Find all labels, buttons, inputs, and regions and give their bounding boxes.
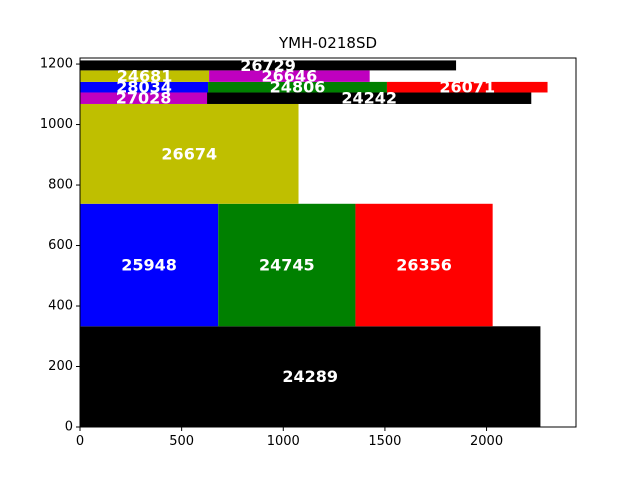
rectangle-27028 (80, 92, 208, 104)
y-tick-label: 800 (48, 178, 73, 193)
rectangle-25948 (80, 203, 219, 327)
rectangle-label-24681: 24681 (117, 67, 173, 86)
rectangle-24681 (80, 70, 210, 82)
x-tick-label: 1000 (267, 434, 300, 449)
plot-frame (79, 57, 577, 428)
rectangle-26674 (80, 103, 299, 204)
y-tick-label: 600 (48, 238, 73, 253)
rectangle-26729 (80, 60, 457, 71)
rectangle-label-24242: 24242 (341, 89, 397, 108)
x-tick-label: 0 (76, 434, 84, 449)
y-tick-label: 200 (48, 359, 73, 374)
rectangle-28034 (80, 81, 209, 93)
x-tick-label: 1500 (368, 434, 401, 449)
rectangle-label-24289: 24289 (282, 367, 338, 386)
rectangle-26071 (386, 81, 548, 93)
rectangle-label-28034: 28034 (116, 78, 172, 97)
rectangle-label-26071: 26071 (439, 78, 495, 97)
x-tick-label: 500 (169, 434, 194, 449)
rectangle-label-26646: 26646 (262, 67, 318, 86)
x-tick-label: 2000 (470, 434, 503, 449)
rectangle-label-26356: 26356 (396, 256, 452, 275)
y-tick-label: 1200 (40, 57, 73, 72)
rectangle-label-26729: 26729 (240, 56, 296, 75)
rectangle-24289 (80, 326, 541, 427)
y-tick-label: 0 (65, 420, 73, 435)
rectangle-24806 (208, 81, 387, 93)
x-axis: 0 500 1000 1500 2000 (76, 427, 503, 449)
y-tick-label: 400 (48, 299, 73, 314)
y-tick-label: 1000 (40, 117, 73, 132)
rectangle-label-25948: 25948 (121, 256, 177, 275)
rectangles-group (80, 60, 548, 427)
rectangle-labels-group: 24289 25948 24745 26356 26674 27028 24242 28034… (116, 56, 495, 386)
rectangle-label-27028: 27028 (116, 89, 172, 108)
y-axis: 0 200 400 600 800 1000 1200 (40, 57, 80, 435)
rectangle-label-26674: 26674 (161, 144, 217, 163)
chart-title: YMH-0218SD (278, 34, 377, 52)
rectangle-24745 (218, 203, 356, 327)
rectangle-label-24745: 24745 (259, 256, 315, 275)
rectangle-26356 (355, 203, 493, 327)
rectangle-26646 (209, 70, 370, 82)
rectangle-label-24806: 24806 (270, 78, 326, 97)
rectangle-24242 (207, 92, 532, 104)
